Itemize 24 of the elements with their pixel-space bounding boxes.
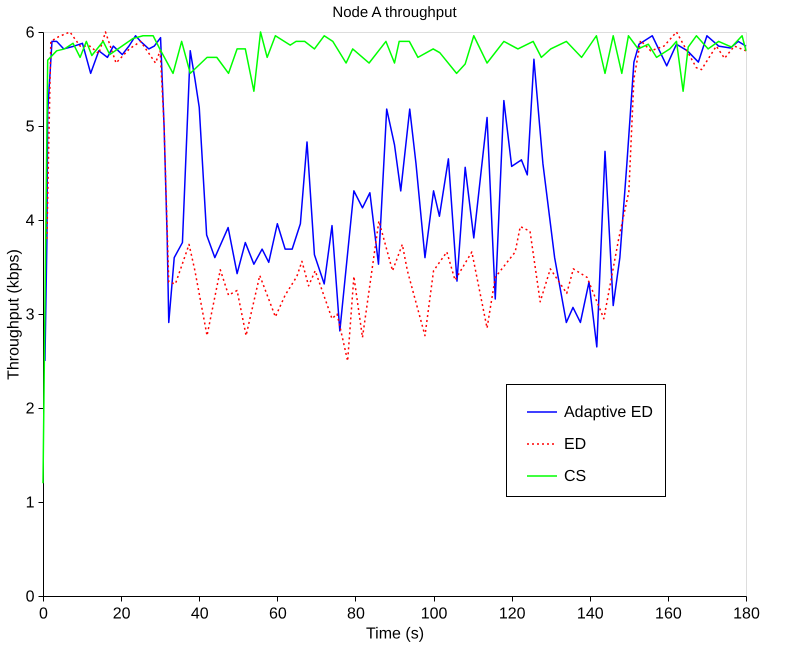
x-tick-label: 40 <box>190 606 209 622</box>
legend-label: CS <box>564 468 586 485</box>
legend-label: Adaptive ED <box>564 404 653 421</box>
x-tick-label: 180 <box>733 606 760 622</box>
y-tick-label: 4 <box>26 212 35 230</box>
y-tick-label: 3 <box>26 306 35 324</box>
y-tick-label: 1 <box>26 494 35 512</box>
line-series <box>42 31 747 484</box>
y-axis-title: Throughput (kbps) <box>6 249 23 380</box>
chart-title: Node A throughput <box>332 4 458 21</box>
x-tick-label: 100 <box>420 606 448 622</box>
y-tick-label: 0 <box>26 588 35 606</box>
x-tick-label: 120 <box>498 606 526 622</box>
y-tick-label: 5 <box>26 118 35 136</box>
x-tick-label: 0 <box>39 606 48 622</box>
legend-label: ED <box>564 436 586 453</box>
x-axis-title: Time (s) <box>366 626 424 642</box>
x-tick-label: 80 <box>347 606 365 622</box>
x-tick-label: 160 <box>655 606 682 622</box>
x-tick-label: 20 <box>112 606 131 622</box>
x-tick-label: 60 <box>268 606 287 622</box>
y-tick-label: 2 <box>26 400 35 418</box>
y-tick-label: 6 <box>26 24 35 42</box>
x-tick-label: 140 <box>576 606 604 622</box>
